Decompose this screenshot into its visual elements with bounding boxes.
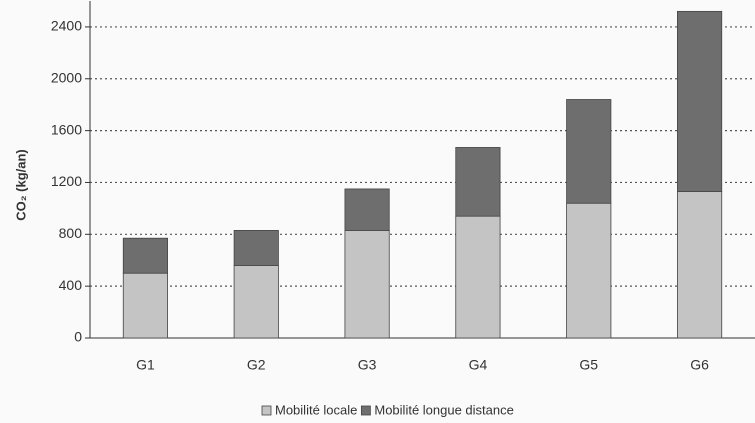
legend-label: Mobilité longue distance	[374, 402, 513, 417]
x-tick-label: G2	[247, 357, 266, 373]
y-tick-label: 800	[59, 225, 83, 241]
legend-swatch	[261, 405, 272, 416]
legend-swatch	[360, 405, 371, 416]
x-tick-label: G1	[136, 357, 155, 373]
bar-segment	[122, 272, 168, 339]
bar-segment	[233, 230, 279, 266]
bar-segment	[455, 215, 501, 339]
y-tick-label: 400	[59, 277, 83, 293]
bar-segment	[566, 99, 612, 204]
legend-label: Mobilité locale	[275, 402, 357, 417]
y-tick-label: 0	[74, 329, 82, 345]
bar-segment	[344, 188, 390, 231]
bar-segment	[455, 147, 501, 217]
bar-segment	[233, 265, 279, 339]
bar-segment	[344, 230, 390, 339]
bar-segment	[677, 191, 723, 339]
y-axis-label: CO₂ (kg/an)	[13, 149, 28, 221]
x-tick-label: G3	[358, 357, 377, 373]
y-tick-label: 2000	[51, 69, 82, 85]
y-tick-label: 2400	[51, 18, 82, 34]
bar-segment	[566, 202, 612, 339]
bar-segment	[122, 237, 168, 274]
x-tick-label: G6	[690, 357, 709, 373]
bar-segment	[677, 10, 723, 192]
y-tick-label: 1200	[51, 173, 82, 189]
x-tick-label: G5	[579, 357, 598, 373]
y-tick-label: 1600	[51, 121, 82, 137]
x-tick-label: G4	[469, 357, 488, 373]
